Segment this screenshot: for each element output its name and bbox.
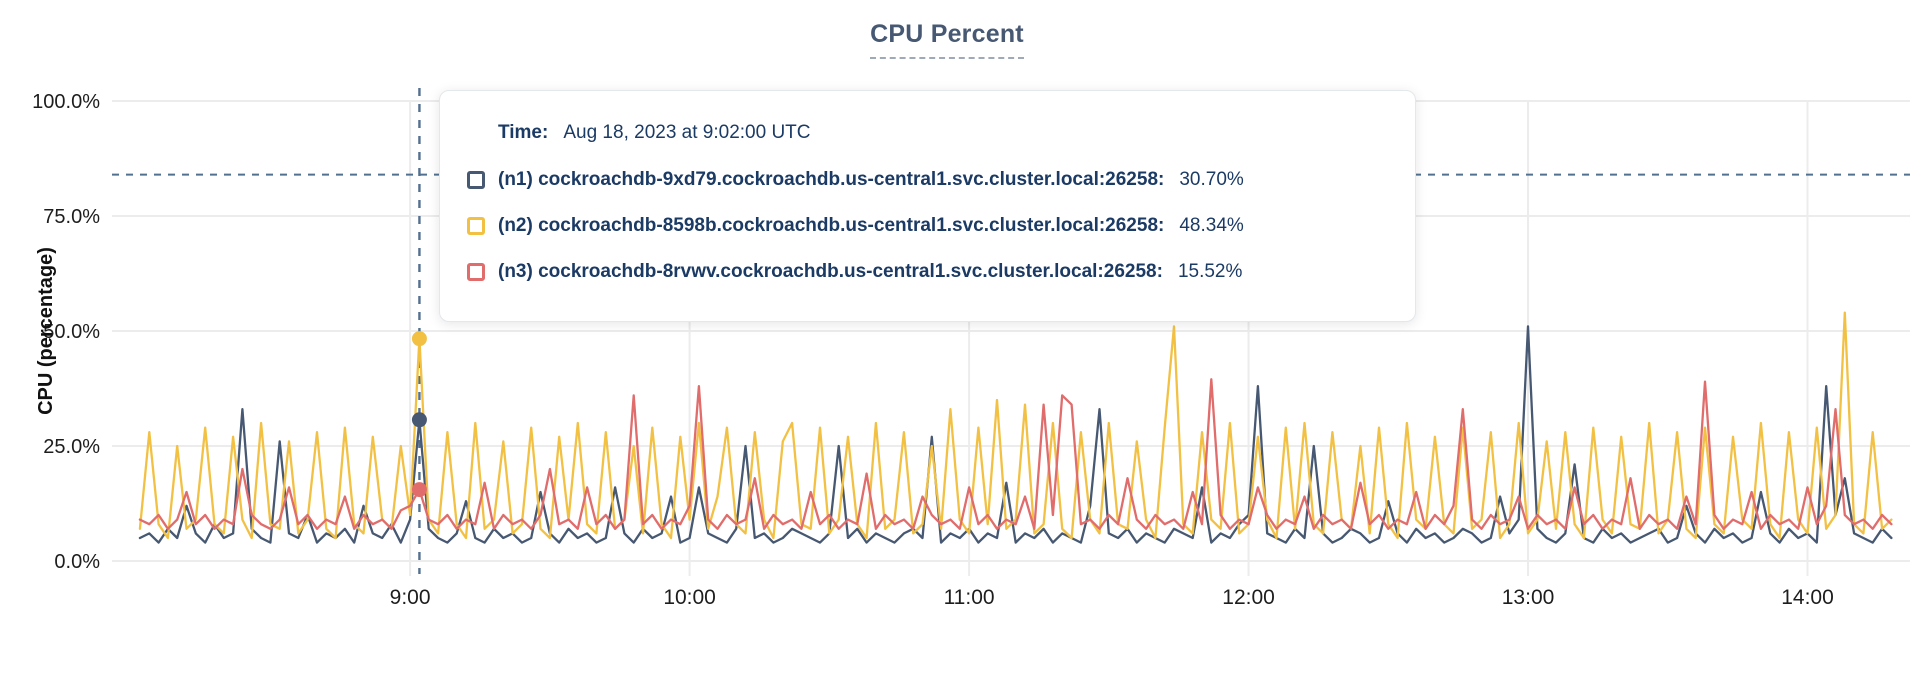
tooltip-time-row: Time: Aug 18, 2023 at 9:02:00 UTC — [498, 122, 1385, 144]
axis-labels: 0.0% 25.0% 50.0% 75.0% 100.0% 9:00 10:00 11:00 1… — [32, 91, 1834, 609]
y-tick-label: 75.0% — [43, 206, 100, 228]
hover-dot-n2 — [411, 331, 427, 347]
series-line-n1 — [138, 325, 1893, 544]
x-tick-label: 11:00 — [944, 586, 995, 609]
hover-dot-n1 — [411, 412, 427, 428]
series-label: (n3) cockroachdb-8rvwv.cockroachdb.us-ce… — [498, 261, 1163, 282]
x-tick-label: 10:00 — [663, 586, 716, 609]
tooltip-time-value: Aug 18, 2023 at 9:02:00 UTC — [563, 122, 811, 143]
chart-title: CPU Percent — [870, 20, 1024, 59]
chart-header: CPU Percent — [0, 20, 1909, 59]
series-line-n3 — [138, 378, 1893, 530]
y-tick-label: 50.0% — [43, 321, 100, 343]
series-value: 48.34% — [1179, 215, 1244, 236]
tooltip-series-row: (n2) cockroachdb-8598b.cockroachdb.us-ce… — [467, 212, 1385, 240]
x-tick-label: 12:00 — [1222, 586, 1275, 609]
y-tick-label: 0.0% — [54, 551, 100, 573]
x-tick-label: 9:00 — [390, 586, 431, 609]
series-value: 30.70% — [1179, 169, 1244, 190]
y-axis-title: CPU (percentage) — [35, 247, 57, 415]
series-swatch-icon — [467, 263, 485, 281]
series-swatch-icon — [467, 217, 485, 235]
series-label: (n1) cockroachdb-9xd79.cockroachdb.us-ce… — [498, 169, 1165, 190]
series-swatch-icon — [467, 171, 485, 189]
tooltip-series-list: (n1) cockroachdb-9xd79.cockroachdb.us-ce… — [467, 166, 1385, 286]
tooltip-time-label: Time: — [498, 122, 549, 143]
y-tick-label: 100.0% — [32, 91, 100, 113]
series-line-n2 — [138, 311, 1893, 540]
tooltip-series-row: (n3) cockroachdb-8rvwv.cockroachdb.us-ce… — [467, 258, 1385, 286]
y-tick-label: 25.0% — [43, 436, 100, 458]
tooltip-series-row: (n1) cockroachdb-9xd79.cockroachdb.us-ce… — [467, 166, 1385, 194]
series-value: 15.52% — [1177, 261, 1243, 282]
series-label: (n2) cockroachdb-8598b.cockroachdb.us-ce… — [498, 215, 1165, 236]
hover-dot-n3 — [411, 482, 427, 498]
hover-tooltip: Time: Aug 18, 2023 at 9:02:00 UTC (n1) co… — [439, 90, 1416, 322]
x-tick-label: 14:00 — [1781, 586, 1834, 609]
x-tick-label: 13:00 — [1502, 586, 1555, 609]
